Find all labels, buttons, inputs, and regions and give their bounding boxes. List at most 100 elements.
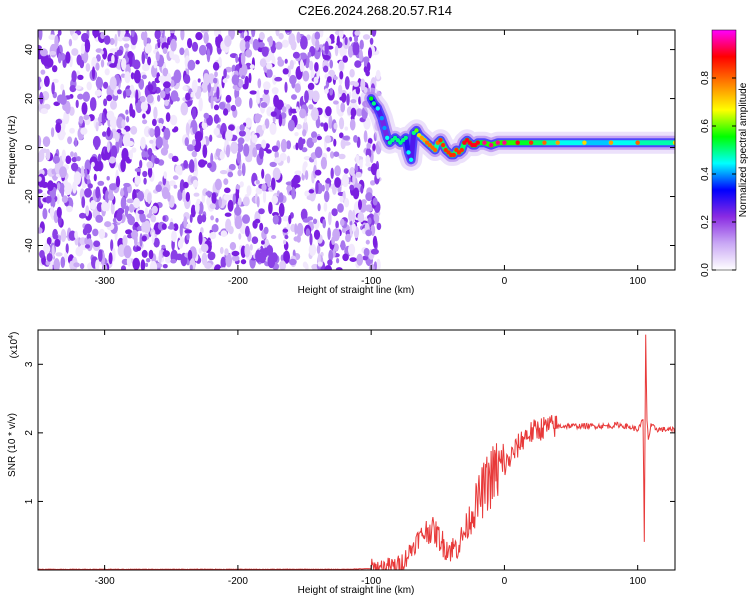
noise-blob (110, 100, 117, 110)
noise-blob (51, 244, 55, 258)
noise-blob (292, 51, 300, 59)
noise-blob (56, 193, 60, 205)
noise-blob (190, 204, 196, 218)
noise-blob (249, 244, 253, 251)
noise-blob (353, 81, 359, 87)
noise-blob (39, 250, 45, 259)
noise-blob (140, 136, 146, 150)
noise-blob (344, 126, 349, 131)
noise-blob (286, 140, 292, 150)
noise-blob (283, 239, 287, 245)
noise-blob (205, 191, 213, 196)
noise-blob (60, 229, 67, 242)
noise-blob (343, 141, 351, 146)
noise-blob (317, 203, 321, 212)
noise-blob (155, 136, 163, 149)
noise-blob (84, 223, 92, 234)
noise-blob (282, 68, 289, 75)
noise-blob (348, 209, 353, 222)
noise-blob (276, 99, 284, 111)
noise-blob (220, 256, 227, 269)
noise-blob (38, 176, 42, 182)
noise-blob (92, 228, 99, 237)
noise-blob (211, 224, 219, 233)
noise-blob (299, 108, 307, 119)
noise-blob (286, 155, 291, 164)
noise-blob (52, 78, 59, 84)
noise-blob (330, 167, 334, 179)
noise-blob (281, 39, 289, 48)
noise-blob (376, 168, 380, 180)
noise-blob (95, 186, 101, 199)
noise-blob (77, 74, 84, 80)
noise-blob (348, 243, 356, 256)
x-tick-label: -100 (361, 576, 381, 587)
noise-blob (372, 197, 378, 206)
noise-blob (52, 155, 60, 164)
noise-blob (218, 56, 222, 67)
noise-blob (322, 54, 331, 61)
noise-blob (47, 180, 54, 192)
noise-blob (340, 240, 346, 251)
noise-blob (299, 59, 304, 72)
noise-blob (151, 205, 158, 214)
noise-blob (141, 235, 147, 242)
noise-blob (40, 108, 48, 115)
noise-blob (369, 37, 374, 45)
y-tick-label: 0 (24, 144, 35, 150)
noise-blob (365, 69, 370, 77)
noise-blob (225, 218, 232, 232)
noise-blob (102, 131, 107, 137)
noise-blob (137, 209, 145, 215)
noise-blob (370, 180, 376, 186)
noise-blob (125, 229, 133, 235)
noise-blob (45, 58, 54, 68)
noise-blob (270, 235, 277, 239)
x-tick-label: 0 (502, 576, 508, 587)
noise-blob (307, 51, 312, 58)
noise-blob (162, 67, 169, 77)
noise-blob (84, 244, 91, 249)
noise-blob (256, 89, 260, 104)
noise-blob (120, 188, 124, 197)
noise-blob (211, 192, 217, 205)
noise-blob (152, 118, 157, 127)
noise-blob (75, 99, 79, 109)
noise-blob (365, 229, 373, 237)
noise-blob (85, 205, 90, 217)
noise-blob (287, 119, 295, 132)
noise-blob (360, 78, 366, 91)
noise-blob (355, 171, 362, 178)
noise-blob (248, 72, 252, 84)
noise-blob (103, 35, 111, 45)
noise-blob (271, 177, 276, 191)
noise-blob (254, 218, 261, 224)
noise-blob (42, 136, 51, 148)
noise-blob (193, 157, 198, 172)
noise-blob (134, 168, 142, 172)
svg-text:(x104): (x104) (8, 332, 20, 359)
noise-blob (299, 52, 308, 60)
noise-blob (157, 94, 161, 102)
noise-blob (266, 245, 274, 257)
noise-blob (42, 208, 48, 220)
noise-blob (57, 30, 62, 36)
noise-blob (322, 218, 327, 229)
noise-blob (287, 65, 291, 78)
noise-blob (175, 164, 183, 175)
noise-blob (325, 179, 332, 184)
noise-blob (244, 35, 251, 41)
noise-blob (198, 231, 203, 245)
noise-blob (116, 211, 123, 222)
noise-blob (224, 187, 231, 194)
noise-blob (189, 264, 193, 270)
noise-blob (207, 162, 212, 169)
noise-blob (294, 83, 301, 93)
y-tick-label: 1 (24, 498, 35, 504)
noise-blob (119, 30, 125, 38)
y-tick-label: 2 (24, 430, 35, 436)
noise-blob (91, 66, 96, 80)
ridge-point (528, 140, 534, 145)
ridge-point (635, 140, 640, 145)
noise-blob (252, 147, 258, 158)
